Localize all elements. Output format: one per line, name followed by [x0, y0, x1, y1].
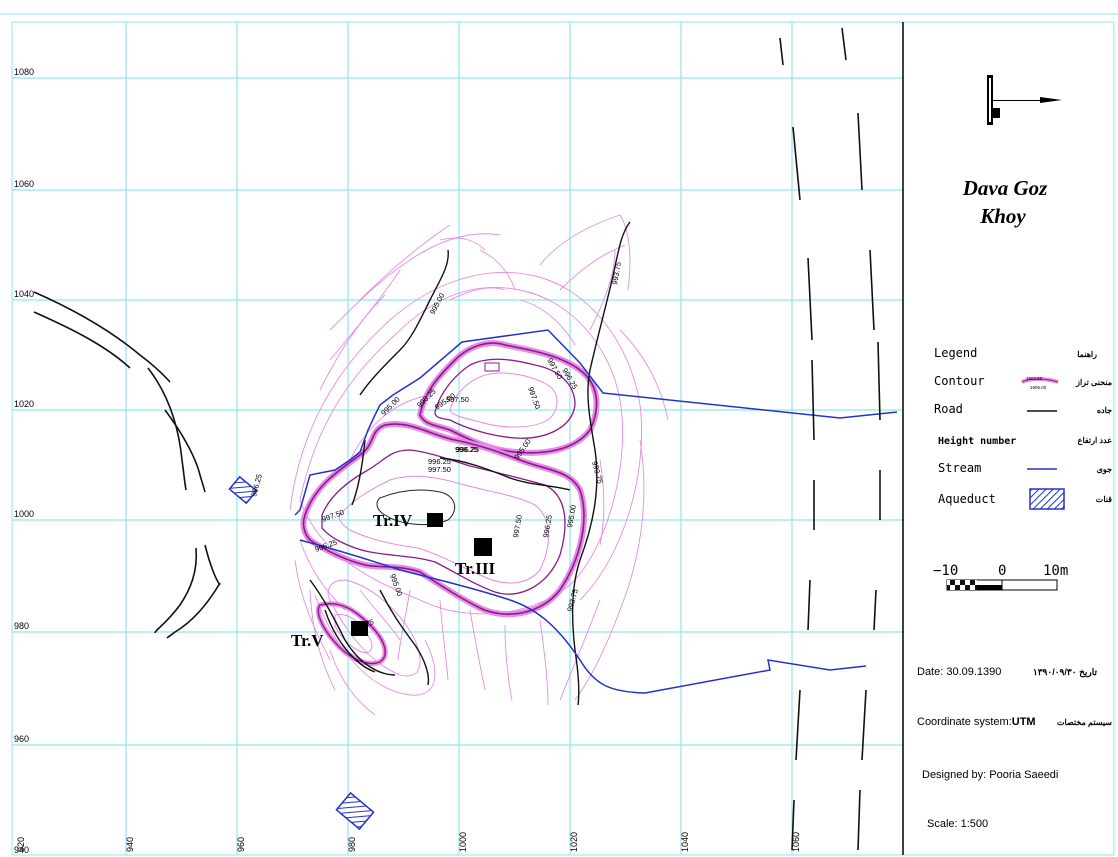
scale-bar: −10 0 10m	[933, 563, 1068, 591]
contour-lines-light	[289, 214, 669, 716]
x-tick-label: 1040	[680, 832, 690, 852]
y-tick-label: 1000	[14, 509, 34, 519]
aqueduct-icon	[335, 791, 375, 831]
trench-iv-label: Tr.IV	[373, 511, 413, 530]
contour-label: 996.25	[428, 457, 451, 466]
x-tick-label: 980	[347, 837, 357, 852]
trench-iii-marker	[474, 538, 492, 556]
legend-title: Legend	[934, 346, 977, 360]
summit-marker	[484, 362, 500, 372]
contour-label: 996.25	[455, 445, 478, 454]
legend-label: Height number	[938, 435, 1016, 447]
map-title-line1: Dava Goz	[962, 176, 1048, 200]
x-tick-label: 1000	[458, 832, 468, 852]
scale-ratio: Scale: 1:500	[927, 818, 988, 830]
contour-label: 997.50	[446, 395, 469, 404]
contour-label: 997.50	[428, 465, 451, 474]
aqueduct-icon	[228, 475, 258, 505]
map-outer-frame	[11, 21, 1115, 856]
contour-label: 995.00	[565, 504, 578, 528]
trench-markers: Tr.IV Tr.III Tr.V	[291, 511, 496, 650]
legend-label: Road	[934, 402, 963, 416]
x-tick-label: 1060	[791, 832, 801, 852]
y-axis-labels: 1080 1060 1040 1020 1000 980 960 940	[14, 67, 34, 855]
date-text: Date: 30.09.1390	[917, 666, 1001, 678]
coordinate-system-label: Coordinate system:UTM	[917, 716, 1036, 728]
contour-label: 996.25	[541, 514, 554, 538]
contour-label: 993.75	[610, 261, 623, 285]
trench-v-label: Tr.V	[291, 631, 324, 650]
x-tick-label: 920	[16, 837, 26, 852]
road-lines	[33, 27, 881, 851]
y-tick-label: 1040	[14, 289, 34, 299]
legend: Legend راهنما Contour 1902.50 1905.00 من…	[934, 346, 1113, 510]
trench-v-marker	[351, 621, 368, 636]
x-tick-label: 1020	[569, 832, 579, 852]
coordinate-system-prefix: Coordinate system:	[917, 716, 1012, 728]
coordinate-grid	[12, 22, 903, 855]
trench-iii-label: Tr.III	[455, 559, 496, 578]
legend-label-fa: منحنی تراز	[1075, 378, 1112, 388]
contour-sample-a: 1902.50	[1026, 376, 1043, 381]
contour-lines-bold	[300, 340, 600, 666]
contour-sample-b: 1905.00	[1030, 385, 1047, 390]
contour-label: 997.50	[511, 514, 524, 538]
contour-lines-black	[309, 221, 631, 706]
aqueduct-legend-swatch	[1029, 488, 1065, 510]
date-text-fa: تاریخ ۱۳۹۰/۰۹/۳۰	[1033, 667, 1098, 678]
y-tick-label: 1060	[14, 179, 34, 189]
y-tick-label: 1080	[14, 67, 34, 77]
legend-label-fa: جاده	[1097, 406, 1112, 415]
x-tick-label: 940	[125, 837, 135, 852]
y-tick-label: 1020	[14, 399, 34, 409]
contour-label: 996.25	[456, 445, 479, 454]
coordinate-system-value: UTM	[1012, 716, 1036, 728]
trench-iv-marker	[427, 513, 443, 527]
stream-lines	[294, 329, 898, 694]
legend-label: Contour	[934, 374, 985, 388]
north-arrow-icon	[987, 75, 1062, 125]
contour-legend-swatch: 1902.50 1905.00	[1021, 376, 1059, 390]
designer-credit: Designed by: Pooria Saeedi	[922, 769, 1058, 781]
x-tick-label: 960	[236, 837, 246, 852]
y-tick-label: 980	[14, 621, 29, 631]
legend-label-fa: جوی	[1097, 465, 1112, 475]
legend-title-fa: راهنما	[1077, 350, 1097, 360]
x-axis-labels: 920 940 960 980 1000 1020 1040 1060	[16, 832, 801, 852]
legend-label: Aqueduct	[938, 492, 996, 506]
legend-label: Stream	[938, 461, 981, 475]
y-tick-label: 960	[14, 734, 29, 744]
legend-label-fa: قنات	[1096, 495, 1112, 504]
coordinate-system-fa: سیستم مختصات	[1057, 718, 1112, 728]
legend-label-fa: عدد ارتفاع	[1078, 436, 1113, 446]
y-tick-label: 940	[14, 845, 29, 855]
scale-bar-mid: 0	[998, 563, 1006, 579]
map-title-line2: Khoy	[979, 204, 1026, 228]
scale-bar-right: 10m	[1043, 563, 1068, 579]
scale-bar-left: −10	[933, 563, 958, 579]
